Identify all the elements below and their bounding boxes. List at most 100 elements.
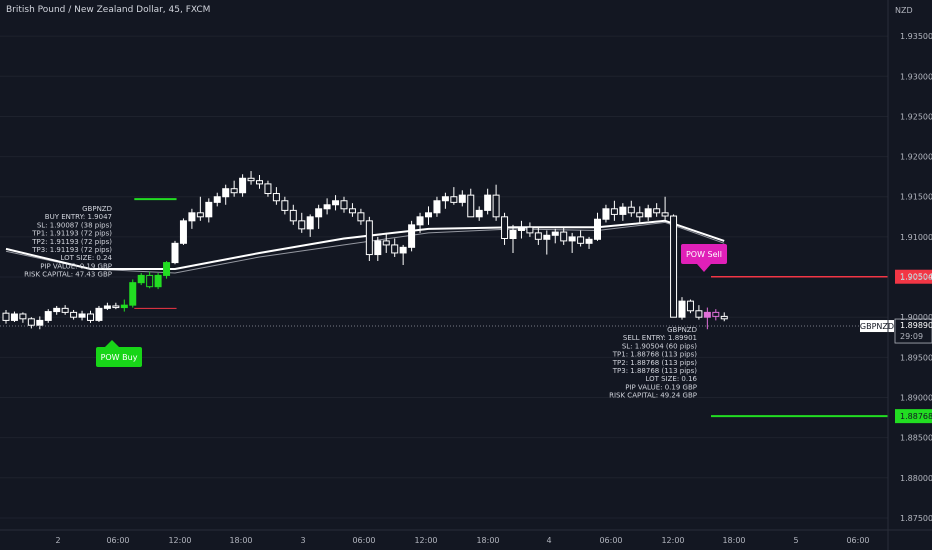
candle-body xyxy=(492,194,500,218)
candle-body xyxy=(103,305,111,309)
candle-body xyxy=(78,313,86,318)
candle-body xyxy=(10,313,18,321)
candle-body xyxy=(281,200,289,211)
buy-info-line: PIP VALUE: 0.19 GBP xyxy=(40,262,112,270)
candle xyxy=(484,188,492,215)
sell-info-line: LOT SIZE: 0.16 xyxy=(645,375,697,383)
candle-body xyxy=(205,201,213,218)
chart-title: British Pound / New Zealand Dollar, 45, … xyxy=(6,5,211,15)
candle-body xyxy=(441,196,449,202)
candle xyxy=(61,305,69,315)
candle xyxy=(374,236,382,261)
candle-body xyxy=(188,212,196,222)
candle-body xyxy=(146,274,154,288)
sell-info-line: SELL ENTRY: 1.89901 xyxy=(623,334,697,342)
x-tick-label: 5 xyxy=(793,536,798,545)
signal-overlays: GBPNZD 1.8989029:091.905041.88768GBPNZDBU… xyxy=(0,198,932,424)
x-tick-label: 06:00 xyxy=(599,536,622,545)
candle xyxy=(526,222,534,237)
candle xyxy=(298,212,306,233)
candle-body xyxy=(247,177,255,182)
candle-body xyxy=(526,226,534,234)
candle xyxy=(70,309,78,320)
candle xyxy=(230,180,238,197)
candle xyxy=(636,206,644,223)
y-tick-label: 1.90500 xyxy=(900,273,932,282)
countdown-timer: 29:09 xyxy=(900,332,923,341)
candle xyxy=(264,180,272,197)
y-tick-label: 1.93500 xyxy=(900,32,932,41)
candle xyxy=(594,212,601,241)
sell-info-line: TP1: 1.88768 (113 pips) xyxy=(612,351,698,359)
candle xyxy=(222,184,230,205)
candle-body xyxy=(577,236,585,244)
candle-body xyxy=(61,307,69,313)
candle xyxy=(568,232,576,253)
candle-body xyxy=(171,242,179,264)
candle xyxy=(154,273,162,290)
candle-body xyxy=(467,194,475,218)
candle-body xyxy=(306,216,314,230)
candle xyxy=(458,190,466,207)
candle xyxy=(492,184,500,221)
current-price-label: 1.89890 xyxy=(900,321,932,330)
stop-loss-tag xyxy=(895,269,932,284)
candle-body xyxy=(695,310,703,318)
candle-body xyxy=(678,300,686,318)
candle-body xyxy=(568,236,576,242)
buy-signal-label: POW Buy xyxy=(101,353,138,362)
candle-body xyxy=(501,216,509,239)
candle xyxy=(213,192,221,207)
candle xyxy=(103,302,111,310)
candle-body xyxy=(196,212,204,218)
candle xyxy=(399,244,407,265)
candle-body xyxy=(602,208,610,220)
candle-body xyxy=(450,196,458,203)
candle-body xyxy=(644,208,652,218)
candle-body xyxy=(256,180,263,185)
take-profit-tag xyxy=(895,409,932,424)
candle xyxy=(196,196,204,221)
candle xyxy=(188,208,196,229)
candle xyxy=(720,312,728,322)
candle-body xyxy=(272,193,280,202)
candle-body xyxy=(661,212,669,217)
candle-body xyxy=(120,304,128,309)
candle xyxy=(653,203,661,217)
y-tick-label: 1.93000 xyxy=(900,72,932,81)
candle xyxy=(348,203,356,217)
candle-body xyxy=(636,212,644,218)
candle-body xyxy=(391,244,399,254)
candle-body xyxy=(2,312,10,321)
current-price-tag xyxy=(894,318,932,344)
sell-info-line: PIP VALUE: 0.19 GBP xyxy=(625,383,697,391)
x-tick-label: 4 xyxy=(546,536,551,545)
candle xyxy=(509,224,517,253)
candle xyxy=(450,187,458,205)
candle xyxy=(425,206,432,225)
x-tick-label: 18:00 xyxy=(229,536,252,545)
stop-loss-label: 1.90504 xyxy=(900,273,932,282)
candle-body xyxy=(44,311,52,321)
candle-body xyxy=(416,216,424,226)
buy-info-line: LOT SIZE: 0.24 xyxy=(60,254,112,262)
candle-body xyxy=(340,200,348,210)
candle-body xyxy=(332,200,340,206)
candle xyxy=(281,196,289,215)
candle xyxy=(239,174,247,197)
sell-info-line: TP2: 1.88768 (113 pips) xyxy=(612,359,698,367)
candle xyxy=(551,228,559,244)
candle xyxy=(391,238,399,257)
candle xyxy=(36,316,44,330)
candle xyxy=(19,312,27,323)
candle xyxy=(534,227,542,245)
candle-body xyxy=(627,206,635,214)
candle-body xyxy=(610,208,618,215)
sell-arrow-icon xyxy=(697,264,711,272)
candle-body xyxy=(408,224,416,248)
buy-arrow-icon xyxy=(105,340,119,347)
candle-body xyxy=(720,315,728,320)
y-tick-label: 1.87500 xyxy=(900,514,932,523)
candle-body xyxy=(365,220,373,256)
